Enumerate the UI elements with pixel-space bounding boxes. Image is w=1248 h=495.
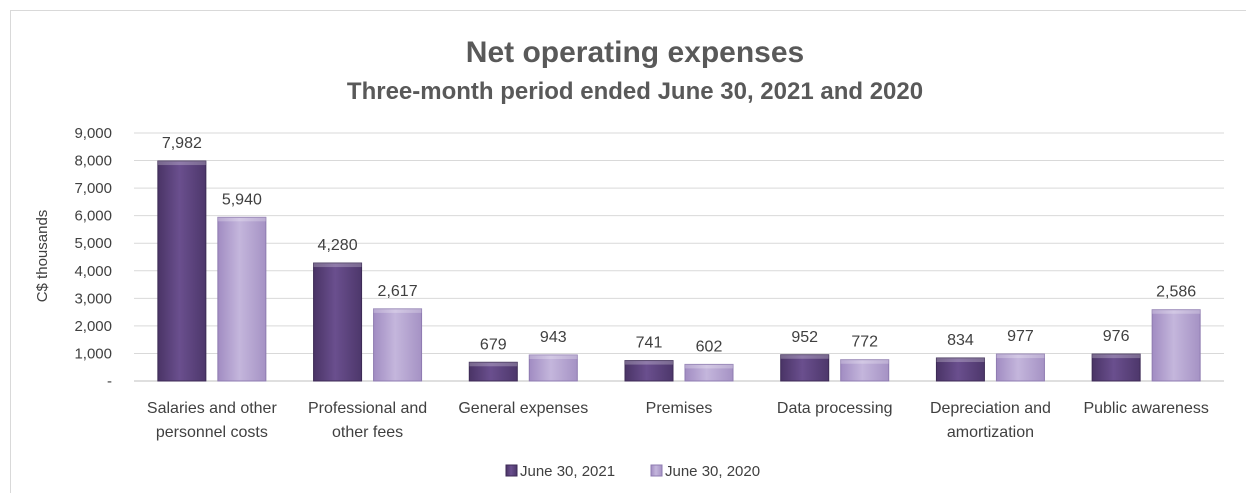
- bar-june-30-2021: [468, 361, 518, 382]
- y-tick-label: 3,000: [74, 290, 112, 307]
- bar-june-30-2020: [373, 308, 423, 382]
- legend-label: June 30, 2021: [520, 463, 615, 480]
- bar-highlight: [996, 354, 1045, 359]
- y-tick-label: 7,000: [74, 180, 112, 197]
- bar-june-30-2021: [780, 354, 830, 382]
- y-tick-label: 6,000: [74, 208, 112, 225]
- x-category-label: amortization: [947, 424, 1034, 441]
- bar-highlight: [625, 360, 673, 365]
- bar-june-30-2020: [995, 353, 1045, 382]
- y-axis-ticks: - 1,000 2,000 3,000 4,000 5,000 6,000 7,000 8,00…: [74, 125, 112, 390]
- bar-highlight: [780, 354, 829, 359]
- x-category-label: Salaries and other: [147, 400, 278, 417]
- x-category-label: other fees: [332, 424, 403, 441]
- bar-june-30-2020: [528, 354, 578, 382]
- x-category-label: Depreciation and: [930, 400, 1051, 417]
- legend-label: June 30, 2020: [665, 463, 760, 480]
- bar-highlight: [936, 358, 985, 363]
- gridlines: [134, 132, 1224, 382]
- data-label: 679: [480, 336, 507, 353]
- data-label: 4,280: [318, 237, 358, 254]
- bar-highlight: [1092, 354, 1141, 359]
- y-tick-label: 8,000: [74, 153, 112, 170]
- legend: June 30, 2021 June 30, 2020: [505, 463, 760, 480]
- bar-june-30-2021: [157, 160, 207, 382]
- bar-highlight: [1152, 309, 1201, 314]
- data-label: 741: [636, 335, 663, 352]
- chart-frame: [10, 10, 1246, 493]
- y-tick-label: 4,000: [74, 263, 112, 280]
- data-label: 5,940: [222, 191, 262, 208]
- x-category-label: personnel costs: [156, 424, 268, 441]
- y-tick-label: 9,000: [74, 125, 112, 142]
- bar-highlight: [217, 217, 266, 222]
- bar-highlight: [529, 355, 578, 360]
- bar-highlight: [469, 362, 518, 367]
- y-axis-label: C$ thousands: [34, 210, 51, 303]
- bar-highlight: [685, 364, 733, 369]
- chart-title: Net operating expenses: [466, 36, 804, 69]
- bar-june-30-2021: [1091, 353, 1141, 382]
- data-labels: 7,982 5,940 4,280 2,617 679 943 741 602 952 772 83…: [162, 135, 1196, 355]
- bar-june-30-2020: [840, 359, 890, 382]
- y-tick-label: 2,000: [74, 318, 112, 335]
- data-label: 7,982: [162, 135, 202, 152]
- bar-june-30-2021: [313, 262, 363, 382]
- bars: [157, 160, 1201, 382]
- bar-june-30-2021: [624, 360, 674, 382]
- data-label: 2,586: [1156, 284, 1196, 301]
- data-label: 976: [1103, 328, 1130, 345]
- data-label: 952: [791, 329, 818, 346]
- x-category-label: Professional and: [308, 400, 427, 417]
- bar-highlight: [373, 308, 422, 313]
- x-category-label: Public awareness: [1083, 400, 1208, 417]
- bar-june-30-2020: [684, 363, 734, 382]
- bar-highlight: [840, 359, 889, 364]
- bar-highlight: [313, 263, 362, 268]
- legend-swatch: [505, 464, 518, 477]
- y-tick-label: 5,000: [74, 235, 112, 252]
- data-label: 977: [1007, 328, 1034, 345]
- x-category-label: General expenses: [458, 400, 588, 417]
- bar-june-30-2020: [217, 216, 267, 382]
- y-tick-label: -: [107, 373, 112, 390]
- y-tick-label: 1,000: [74, 345, 112, 362]
- data-label: 2,617: [378, 283, 418, 300]
- x-category-label: Premises: [646, 400, 713, 417]
- legend-swatch: [650, 464, 663, 477]
- data-label: 834: [947, 332, 974, 349]
- data-label: 772: [851, 334, 878, 351]
- bar-june-30-2020: [1151, 309, 1201, 382]
- data-label: 602: [696, 338, 723, 355]
- data-label: 943: [540, 329, 567, 346]
- bar-highlight: [157, 161, 206, 166]
- bar-june-30-2021: [935, 357, 985, 382]
- x-category-label: Data processing: [777, 400, 893, 417]
- x-axis-categories: Salaries and other personnel costs Profess…: [147, 400, 1209, 441]
- chart-subtitle: Three-month period ended June 30, 2021 a…: [347, 78, 923, 105]
